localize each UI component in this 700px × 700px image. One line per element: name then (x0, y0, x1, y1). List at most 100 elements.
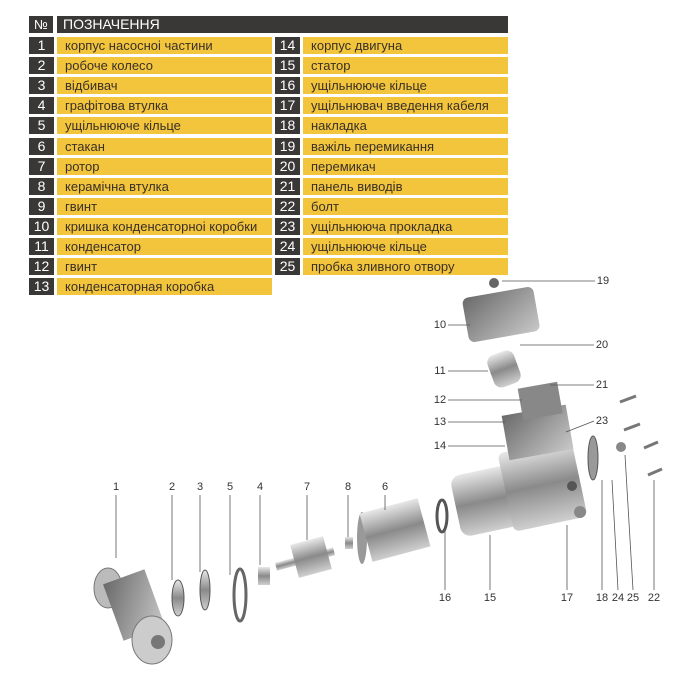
item-number: 11 (29, 238, 54, 255)
table-row: 18 накладка (275, 117, 508, 135)
item-name: панель виводів (303, 177, 508, 195)
cover-plate-part-18 (587, 435, 599, 481)
item-number: 18 (275, 117, 300, 135)
bolts-part-22 (619, 394, 663, 477)
rotor-part-7 (274, 536, 336, 578)
table-row: 21 панель виводів (275, 177, 508, 195)
table-row: 10 кришка конденсаторноі коробки (29, 217, 272, 235)
table-row: 1 корпус насосноі частини (29, 37, 272, 54)
table-row: 17 ущільнювач введення кабеля (275, 97, 508, 115)
callout-7: 7 (303, 481, 311, 493)
item-number: 24 (275, 238, 300, 255)
switch-lever-part-19 (489, 278, 499, 288)
header-title: ПОЗНАЧЕННЯ (57, 16, 508, 33)
table-header: № ПОЗНАЧЕННЯ (29, 16, 508, 33)
item-name: конденсатор (57, 238, 272, 255)
graphite-bushing-part-4 (258, 567, 270, 585)
item-name: перемикач (303, 157, 508, 175)
seal-ring-part-5 (232, 567, 248, 623)
item-number: 10 (29, 217, 54, 235)
item-name: корпус двигуна (303, 37, 508, 54)
table-row: 13 конденсаторная коробка (29, 278, 272, 296)
table-row: 22 болт (275, 197, 508, 215)
item-name: корпус насосноі частини (57, 37, 272, 54)
item-name: графітова втулка (57, 97, 272, 115)
table-row: 20 перемикач (275, 157, 508, 175)
callout-8: 8 (344, 481, 352, 493)
item-number: 13 (29, 278, 54, 296)
leader-lines (115, 280, 655, 591)
deflector-part-3 (199, 569, 211, 611)
callout-20: 20 (595, 339, 609, 351)
can-part-6 (357, 498, 431, 564)
header-number: № (29, 16, 53, 33)
callout-2: 2 (168, 481, 176, 493)
table-row: 9 гвинт (29, 197, 272, 215)
item-number: 23 (275, 217, 300, 235)
stator-part-15 (451, 466, 520, 536)
item-name: важіль перемикання (303, 137, 508, 155)
item-number: 17 (275, 97, 300, 115)
item-name: ущільнююче кільце (57, 117, 272, 135)
item-number: 4 (29, 97, 54, 115)
terminal-panel-part-21 (517, 381, 563, 421)
table-row: 24 ущільнююче кільце (275, 238, 508, 255)
item-number: 7 (29, 157, 54, 175)
drain-plug-part-25 (616, 442, 626, 452)
item-name: відбивач (57, 77, 272, 95)
item-number: 9 (29, 197, 54, 215)
item-number: 21 (275, 177, 300, 195)
item-number: 15 (275, 57, 300, 75)
item-name: конденсаторная коробка (57, 278, 272, 296)
callout-17: 17 (560, 592, 574, 604)
callout-4: 4 (256, 481, 264, 493)
item-name: болт (303, 197, 508, 215)
capacitor-part-11 (487, 350, 521, 388)
callout-22: 22 (647, 592, 661, 604)
item-number: 5 (29, 117, 54, 135)
table-row: 3 відбивач (29, 77, 272, 95)
item-name: керамічна втулка (57, 177, 272, 195)
impeller-part-2 (171, 579, 185, 617)
table-row: 7 ротор (29, 157, 272, 175)
table-row: 19 важіль перемикання (275, 137, 508, 155)
item-name: ущільнююче кільце (303, 77, 508, 95)
item-number: 8 (29, 177, 54, 195)
capacitor-box-cover-part-10 (462, 287, 540, 342)
table-row: 11 конденсатор (29, 238, 272, 255)
item-name: робоче колесо (57, 57, 272, 75)
item-number: 1 (29, 37, 54, 54)
capacitor-box-part-13 (501, 404, 574, 461)
callout-6: 6 (381, 481, 389, 493)
motor-housing-part-14 (498, 439, 587, 531)
item-number: 20 (275, 157, 300, 175)
table-row: 2 робоче колесо (29, 57, 272, 75)
table-row: 8 керамічна втулка (29, 177, 272, 195)
item-name: накладка (303, 117, 508, 135)
callout-5: 5 (226, 481, 234, 493)
pump-body-part-1 (93, 567, 173, 665)
item-number: 14 (275, 37, 300, 54)
callout-13: 13 (433, 416, 447, 428)
item-name: ущільнювач введення кабеля (303, 97, 508, 115)
item-name: ротор (57, 157, 272, 175)
item-number: 2 (29, 57, 54, 75)
table-row: 4 графітова втулка (29, 97, 272, 115)
item-name: пробка зливного отвору (303, 258, 508, 276)
item-name: кришка конденсаторноі коробки (57, 217, 272, 235)
callout-14: 14 (433, 440, 447, 452)
item-number: 22 (275, 197, 300, 215)
table-row: 23 ущільнююча прокладка (275, 217, 508, 235)
item-name: ущільнююче кільце (303, 238, 508, 255)
item-number: 19 (275, 137, 300, 155)
item-name: стакан (57, 137, 272, 155)
callout-18: 18 (595, 592, 609, 604)
callout-19: 19 (596, 275, 610, 287)
callout-11: 11 (434, 365, 446, 377)
ceramic-bushing-part-8 (345, 537, 353, 549)
item-number: 16 (275, 77, 300, 95)
item-name: гвинт (57, 197, 272, 215)
callout-3: 3 (196, 481, 204, 493)
